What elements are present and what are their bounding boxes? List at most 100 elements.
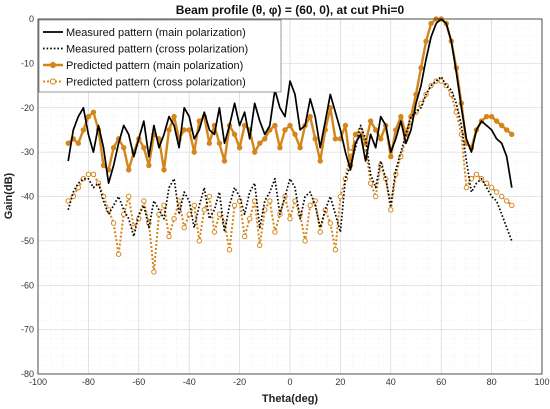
series-point-3	[287, 215, 293, 222]
series-point-2	[221, 158, 228, 164]
x-tick-label: 40	[386, 377, 396, 387]
series-point-2	[509, 131, 515, 138]
series-point-2	[367, 118, 374, 124]
series-point-2	[378, 136, 384, 142]
series-point-3	[468, 176, 475, 182]
series-point-3	[498, 193, 505, 200]
series-point-3	[473, 171, 480, 178]
series-point-2	[120, 144, 127, 151]
series-point-2	[141, 144, 147, 151]
series-point-3	[493, 189, 500, 195]
x-tick-label: 0	[287, 377, 292, 387]
series-point-2	[90, 109, 97, 115]
series-point-2	[181, 127, 187, 133]
series-point-3	[488, 184, 495, 191]
series-point-3	[126, 193, 132, 200]
x-tick-label: -60	[132, 377, 145, 387]
series-point-3	[120, 211, 127, 217]
series-point-3	[246, 215, 253, 222]
series-point-2	[428, 20, 434, 27]
y-tick-label: -70	[21, 325, 34, 335]
x-tick-label: -100	[29, 377, 47, 387]
series-point-2	[272, 122, 278, 129]
series-point-3	[267, 198, 273, 204]
series-point-2	[483, 113, 490, 120]
y-tick-label: -20	[21, 103, 34, 113]
series-point-2	[166, 127, 172, 133]
legend-box	[38, 19, 282, 93]
series-point-2	[171, 113, 177, 120]
series-point-3	[463, 184, 470, 191]
series-point-3	[171, 215, 177, 222]
series-point-2	[292, 131, 298, 138]
series-point-3	[206, 193, 213, 200]
series-point-3	[372, 193, 379, 200]
series-point-2	[332, 136, 339, 142]
series-point-2	[277, 144, 283, 151]
series-point-2	[423, 38, 429, 44]
series-point-3	[241, 233, 248, 240]
series-point-3	[166, 233, 172, 240]
series-point-3	[201, 207, 208, 213]
plot-frame	[37, 18, 543, 375]
series-point-2	[231, 131, 238, 138]
series-point-2	[75, 140, 82, 146]
series-point-2	[110, 144, 117, 151]
series-point-2	[146, 162, 152, 169]
series-point-3	[458, 131, 465, 138]
legend-marker-3	[49, 78, 57, 85]
y-tick-label: -50	[21, 236, 34, 246]
series-point-2	[418, 65, 424, 71]
x-tick-labels: -100 -80 -60 -40 -20 0 20 40 60 80 100	[29, 377, 550, 387]
x-tick-label: 60	[436, 377, 446, 387]
series-point-2	[191, 149, 197, 155]
series-point-2	[186, 127, 192, 133]
series-point-3	[65, 198, 71, 204]
series-point-3	[337, 193, 344, 200]
series-point-2	[206, 140, 213, 146]
series-point-3	[347, 149, 354, 155]
series-point-2	[80, 127, 87, 133]
series-point-2	[317, 158, 323, 164]
series-point-2	[342, 122, 349, 129]
legend-entry-2: Predicted pattern (main polarization)	[66, 60, 243, 72]
series-point-2	[161, 167, 167, 173]
y-tick-label: -60	[21, 280, 34, 290]
series-point-2	[252, 149, 258, 155]
series-point-3	[191, 202, 197, 209]
y-tick-label: -30	[21, 147, 34, 157]
x-tick-label: -20	[233, 377, 246, 387]
series-point-3	[231, 202, 238, 209]
series-point-2	[126, 167, 132, 173]
series-point-2	[236, 144, 243, 151]
series-point-2	[372, 127, 379, 133]
x-tick-label: 100	[534, 377, 549, 387]
legend-marker-2	[49, 61, 57, 69]
legend-entry-3: Predicted pattern (cross polarization)	[66, 77, 246, 89]
y-tick-label: -10	[21, 58, 34, 68]
x-tick-label: 80	[487, 377, 497, 387]
series-layer	[65, 16, 515, 275]
x-tick-label: -80	[82, 377, 95, 387]
y-tick-label: -40	[21, 192, 34, 202]
series-point-2	[493, 118, 500, 124]
series-point-2	[297, 144, 303, 151]
series-point-3	[85, 171, 92, 178]
series-point-3	[196, 238, 202, 244]
y-tick-label: 0	[29, 14, 34, 24]
series-point-2	[282, 127, 288, 133]
y-tick-labels: 0 -10 -20 -30 -40 -50 -60 -70 -80	[21, 14, 34, 379]
series-point-3	[115, 251, 122, 257]
x-tick-label: -40	[183, 377, 196, 387]
x-axis-label: Theta(deg)	[262, 393, 319, 405]
series-point-2	[488, 113, 495, 120]
series-point-2	[498, 122, 505, 129]
chart-title: Beam profile (θ, φ) = (60, 0), at cut Ph…	[176, 3, 405, 17]
series-point-3	[226, 247, 233, 253]
series-point-3	[388, 207, 394, 213]
series-point-3	[186, 211, 192, 217]
series-point-3	[302, 238, 308, 244]
series-point-3	[327, 220, 334, 226]
series-point-3	[332, 247, 339, 253]
